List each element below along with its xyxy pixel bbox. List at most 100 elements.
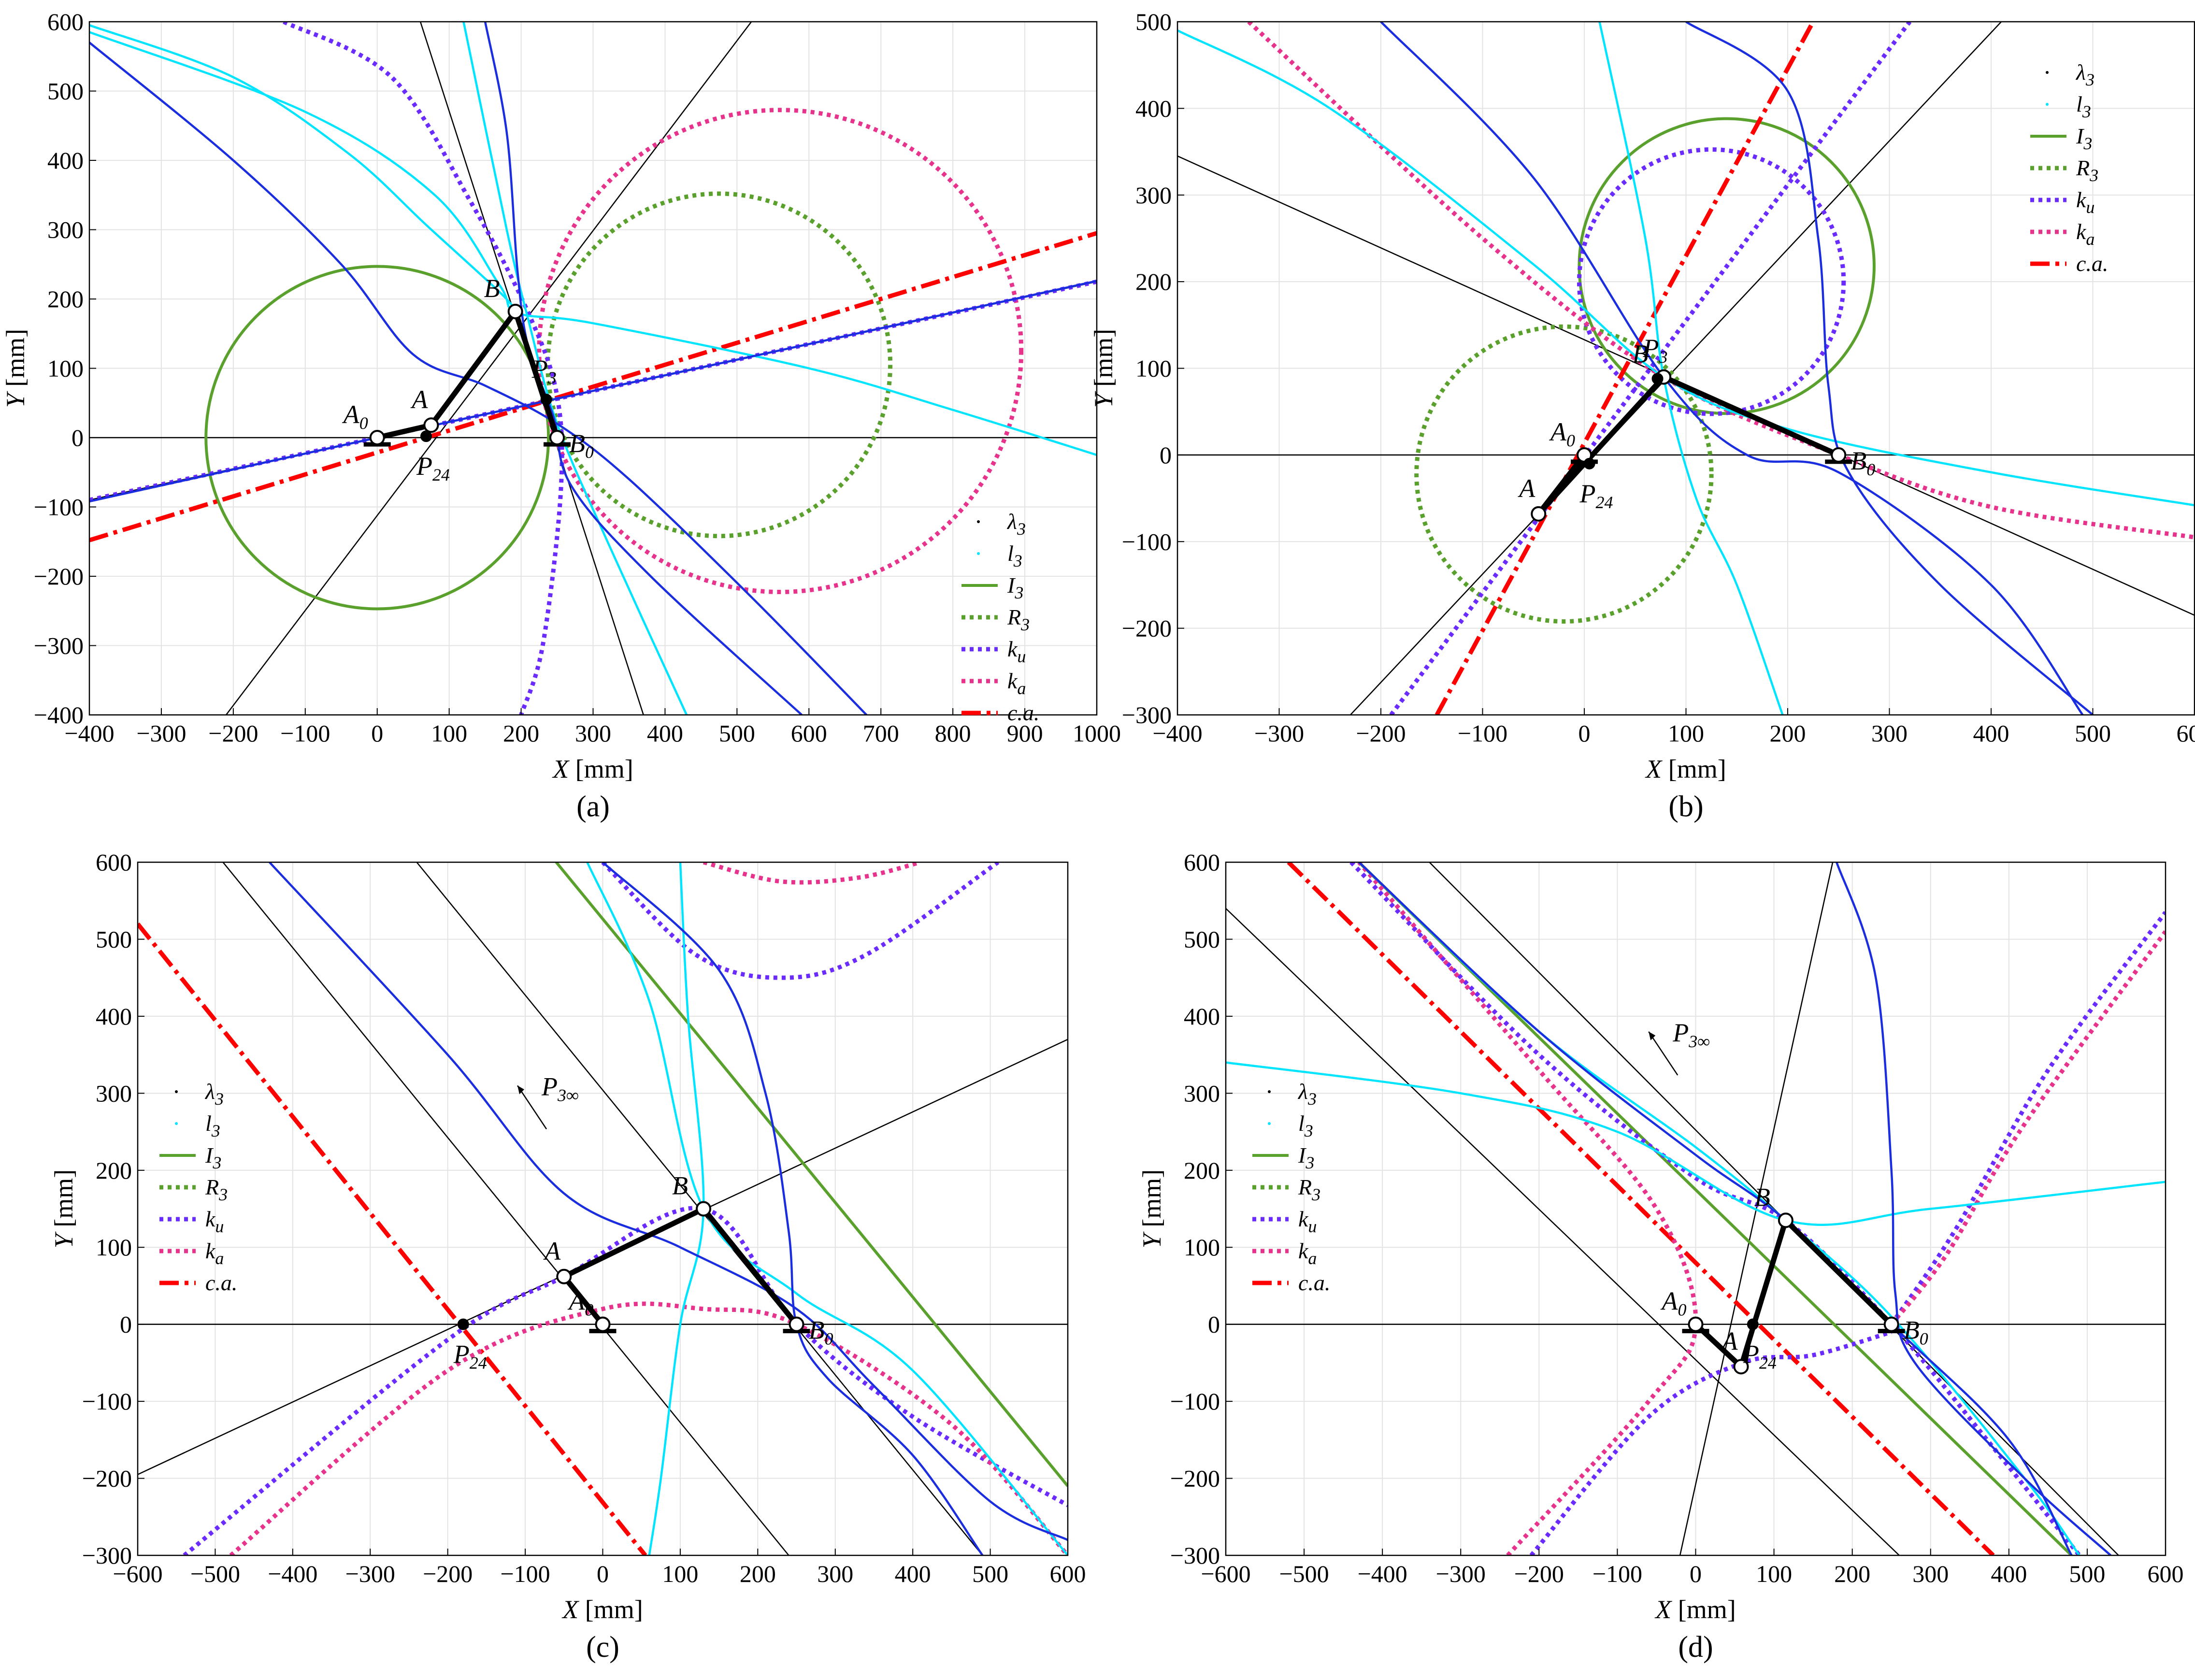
point-B	[696, 1201, 712, 1217]
x-tick-label: −100	[280, 720, 330, 747]
x-tick-label: 600	[2177, 720, 2195, 747]
series-ku-6	[1529, 1330, 1892, 1555]
label-B: B	[1754, 1182, 1770, 1211]
legend-marker	[1268, 1090, 1271, 1093]
y-axis-label: Y [mm]	[1, 329, 30, 408]
y-tick-label: −200	[1170, 1465, 1220, 1492]
y-tick-label: 100	[1135, 355, 1172, 382]
y-tick-label: 300	[47, 216, 84, 243]
x-tick-label: 900	[1007, 720, 1043, 747]
y-tick-label: −100	[1170, 1388, 1220, 1415]
series-3-1	[1226, 908, 1900, 1555]
x-tick-label: −500	[190, 1560, 240, 1587]
point-P24	[420, 430, 432, 442]
x-tick-label: 200	[740, 1560, 776, 1587]
legend-label-3: λ3	[204, 1079, 224, 1109]
y-tick-label: 500	[96, 925, 132, 953]
legend-marker	[977, 552, 980, 555]
x-tick-label: −300	[345, 1560, 395, 1587]
x-tick-label: 100	[1756, 1560, 1792, 1587]
legend-label-R3: R3	[205, 1175, 228, 1204]
legend-label-ca: c.a.	[1298, 1270, 1330, 1295]
link-A0-A	[374, 422, 434, 441]
x-axis-label: X [mm]	[1654, 1595, 1736, 1624]
x-axis-label: X [mm]	[552, 755, 633, 783]
y-tick-label: 200	[47, 285, 84, 313]
series-ka-8	[1357, 862, 1698, 1555]
point-P24	[1747, 1318, 1759, 1330]
p3-infinity-arrow	[1648, 1031, 1679, 1076]
legend-marker	[977, 520, 980, 523]
y-axis-label: Y [mm]	[1089, 329, 1118, 408]
series-ka-7	[229, 1301, 1068, 1555]
x-tick-label: 0	[1578, 720, 1591, 747]
x-tick-label: 600	[791, 720, 827, 747]
series-ku-4	[1577, 147, 1846, 416]
series-ku-7	[1889, 911, 2166, 1326]
point-B	[507, 303, 523, 319]
x-tick-label: −400	[1358, 1560, 1407, 1587]
label-A: A	[410, 385, 428, 414]
link-B-B0	[513, 309, 560, 441]
p3-infinity-arrow	[517, 1085, 547, 1130]
x-tick-label: 0	[371, 720, 383, 747]
series-ca-4	[1287, 862, 1995, 1555]
label-B: B	[1632, 339, 1648, 368]
legend-label-l3: l3	[205, 1111, 220, 1140]
x-tick-label: −300	[1436, 1560, 1486, 1587]
x-tick-label: 400	[647, 720, 683, 747]
y-tick-label: 300	[1184, 1080, 1220, 1107]
series-l3-10	[1226, 1061, 2166, 1226]
legend-label-ca: c.a.	[205, 1270, 237, 1295]
y-axis-label: Y [mm]	[49, 1169, 78, 1249]
series-curve-12	[1358, 862, 2073, 1555]
x-tick-label: 100	[431, 720, 467, 747]
label-B: B	[484, 274, 500, 303]
plot-area	[138, 862, 1068, 1555]
series-ku-6	[601, 862, 1000, 980]
label-B: B	[672, 1171, 688, 1200]
point-A	[556, 1268, 572, 1284]
y-tick-label: −100	[1122, 528, 1172, 555]
series-R3-4	[545, 191, 893, 539]
series-ka-9	[1890, 930, 2166, 1326]
x-tick-label: 300	[1912, 1560, 1949, 1587]
legend-label-R3: R3	[1007, 605, 1030, 634]
label-B0: B0	[1904, 1316, 1928, 1349]
panel-caption: (c)	[586, 1631, 619, 1664]
label-P24: P24	[416, 452, 450, 484]
label-A: A	[1518, 474, 1535, 503]
series-curve-11	[269, 862, 1068, 1541]
link-B-B0	[1783, 1217, 1894, 1327]
series-l3-11	[89, 24, 518, 314]
y-tick-label: 600	[47, 8, 84, 35]
link-A-B	[1535, 374, 1666, 517]
x-tick-label: −500	[1279, 1560, 1329, 1587]
label-A: A	[543, 1237, 561, 1266]
point-B0	[1883, 1316, 1899, 1332]
legend-label-ku: ku	[1298, 1207, 1317, 1236]
plot-area	[1177, 22, 2195, 715]
x-tick-label: 600	[2148, 1560, 2184, 1587]
panel-caption: (d)	[1678, 1631, 1713, 1664]
label-P3: P3	[1643, 334, 1668, 367]
point-B0	[1831, 447, 1847, 463]
legend-label-3: λ3	[1006, 509, 1026, 539]
x-tick-label: −200	[1514, 1560, 1564, 1587]
x-tick-label: 1000	[1073, 720, 1121, 747]
label-A0: A0	[1661, 1287, 1687, 1320]
y-tick-label: 500	[47, 78, 84, 105]
y-tick-label: −300	[34, 632, 84, 659]
y-tick-label: −100	[34, 494, 84, 521]
y-tick-label: 100	[1184, 1234, 1220, 1261]
x-tick-label: 200	[1834, 1560, 1870, 1587]
x-tick-label: 400	[895, 1560, 931, 1587]
label-P3-infinity: P3∞	[541, 1072, 579, 1105]
legend-label-R3: R3	[2076, 156, 2098, 185]
label-A0: A0	[342, 400, 368, 433]
series-R3-3	[1414, 324, 1714, 624]
x-tick-label: 0	[597, 1560, 609, 1587]
x-tick-label: 400	[1973, 720, 2009, 747]
series-3-0	[225, 22, 752, 715]
